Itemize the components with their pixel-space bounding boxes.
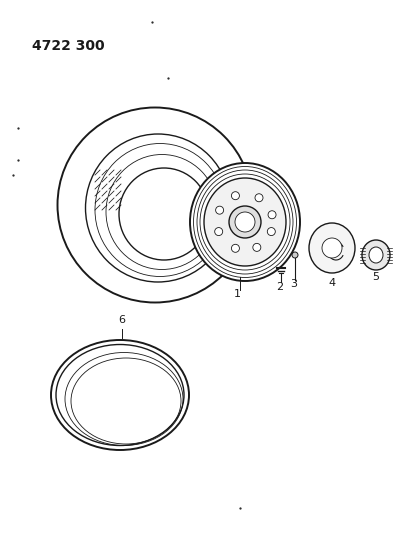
Circle shape bbox=[321, 238, 341, 258]
Circle shape bbox=[254, 194, 262, 202]
Ellipse shape bbox=[189, 163, 299, 281]
Circle shape bbox=[234, 212, 254, 232]
Circle shape bbox=[231, 192, 239, 200]
Circle shape bbox=[267, 211, 275, 219]
Text: 6: 6 bbox=[118, 315, 125, 325]
Text: 1: 1 bbox=[233, 289, 240, 299]
Ellipse shape bbox=[204, 178, 285, 266]
Circle shape bbox=[214, 228, 222, 236]
Text: 4722 300: 4722 300 bbox=[32, 39, 104, 53]
Text: 2: 2 bbox=[276, 282, 283, 292]
Ellipse shape bbox=[308, 223, 354, 273]
Circle shape bbox=[267, 228, 274, 236]
Text: 3: 3 bbox=[290, 279, 297, 289]
Circle shape bbox=[231, 244, 239, 252]
Circle shape bbox=[252, 244, 260, 252]
Ellipse shape bbox=[361, 240, 389, 270]
Text: 4: 4 bbox=[328, 278, 335, 288]
Circle shape bbox=[215, 206, 223, 214]
Circle shape bbox=[229, 206, 261, 238]
Ellipse shape bbox=[368, 247, 382, 263]
Text: 5: 5 bbox=[372, 272, 379, 282]
Circle shape bbox=[291, 252, 297, 258]
